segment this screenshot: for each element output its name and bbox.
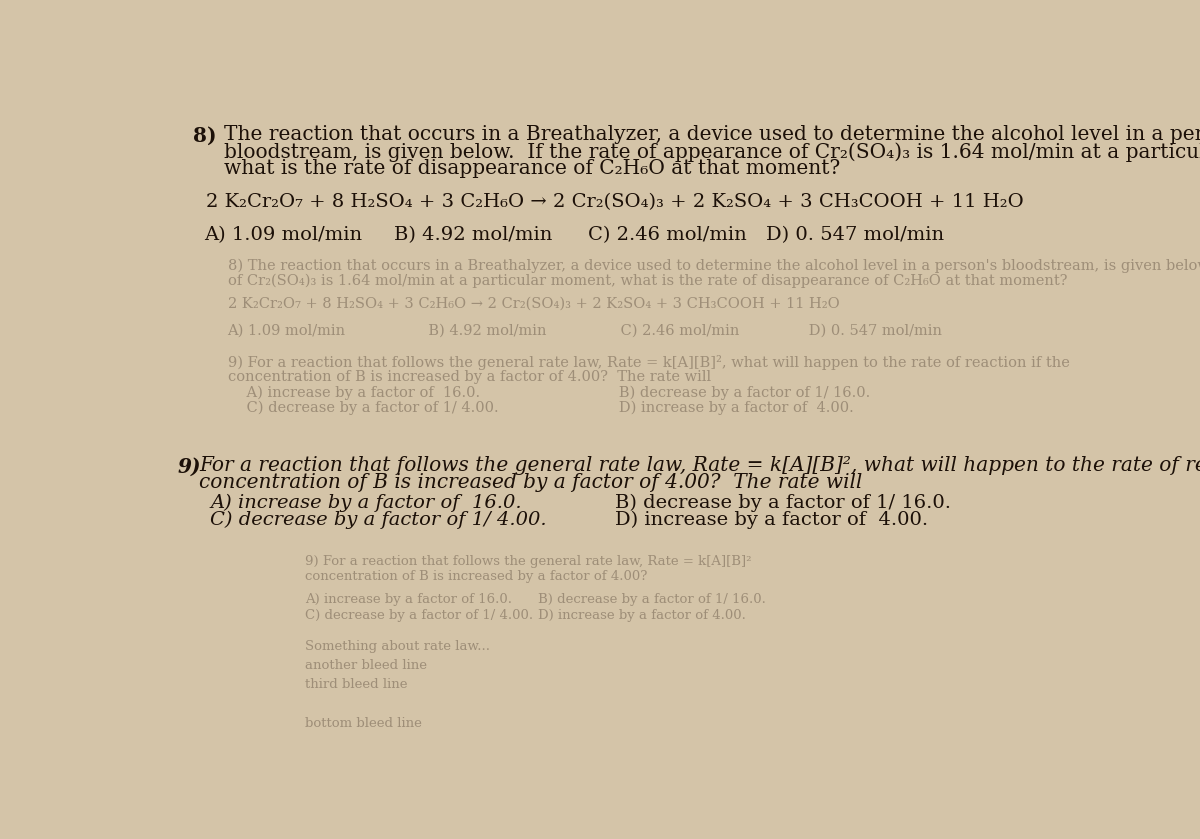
Text: of Cr₂(SO₄)₃ is 1.64 mol/min at a particular moment, what is the rate of disappe: of Cr₂(SO₄)₃ is 1.64 mol/min at a partic… xyxy=(228,274,1067,289)
Text: 8): 8) xyxy=(193,125,216,145)
Text: 9): 9) xyxy=(178,456,200,477)
Text: A) 1.09 mol/min                  B) 4.92 mol/min                C) 2.46 mol/min : A) 1.09 mol/min B) 4.92 mol/min C) 2.46 … xyxy=(228,324,942,338)
Text: A) 1.09 mol/min: A) 1.09 mol/min xyxy=(204,227,362,244)
Text: 2 K₂Cr₂O₇ + 8 H₂SO₄ + 3 C₂H₆O → 2 Cr₂(SO₄)₃ + 2 K₂SO₄ + 3 CH₃COOH + 11 H₂O: 2 K₂Cr₂O₇ + 8 H₂SO₄ + 3 C₂H₆O → 2 Cr₂(SO… xyxy=(206,193,1024,211)
Text: another bleed line: another bleed line xyxy=(305,659,427,672)
Text: D) 0. 547 mol/min: D) 0. 547 mol/min xyxy=(766,227,944,244)
Text: 9) For a reaction that follows the general rate law, Rate = k[A][B]², what will : 9) For a reaction that follows the gener… xyxy=(228,355,1069,370)
Text: For a reaction that follows the general rate law, Rate = k[A][B]², what will hap: For a reaction that follows the general … xyxy=(199,456,1200,476)
Text: what is the rate of disappearance of C₂H₆O at that moment?: what is the rate of disappearance of C₂H… xyxy=(223,159,840,178)
Text: 2 K₂Cr₂O₇ + 8 H₂SO₄ + 3 C₂H₆O → 2 Cr₂(SO₄)₃ + 2 K₂SO₄ + 3 CH₃COOH + 11 H₂O: 2 K₂Cr₂O₇ + 8 H₂SO₄ + 3 C₂H₆O → 2 Cr₂(SO… xyxy=(228,297,839,311)
Text: C) decrease by a factor of 1/ 4.00.: C) decrease by a factor of 1/ 4.00. xyxy=(305,609,533,622)
Text: 8) The reaction that occurs in a Breathalyzer, a device used to determine the al: 8) The reaction that occurs in a Breatha… xyxy=(228,258,1200,273)
Text: Something about rate law...: Something about rate law... xyxy=(305,639,490,653)
Text: A) increase by a factor of 16.0.: A) increase by a factor of 16.0. xyxy=(305,593,512,607)
Text: 9) For a reaction that follows the general rate law, Rate = k[A][B]²: 9) For a reaction that follows the gener… xyxy=(305,555,751,568)
Text: D) increase by a factor of 4.00.: D) increase by a factor of 4.00. xyxy=(538,609,745,622)
Text: concentration of B is increased by a factor of 4.00?: concentration of B is increased by a fac… xyxy=(305,571,647,583)
Text: B) 4.92 mol/min: B) 4.92 mol/min xyxy=(394,227,552,244)
Text: The reaction that occurs in a Breathalyzer, a device used to determine the alcoh: The reaction that occurs in a Breathalyz… xyxy=(223,125,1200,144)
Text: concentration of B is increased by a factor of 4.00?  The rate will: concentration of B is increased by a fac… xyxy=(199,473,862,492)
Text: bloodstream, is given below.  If the rate of appearance of Cr₂(SO₄)₃ is 1.64 mol: bloodstream, is given below. If the rate… xyxy=(223,143,1200,162)
Text: concentration of B is increased by a factor of 4.00?  The rate will: concentration of B is increased by a fac… xyxy=(228,370,710,384)
Text: B) decrease by a factor of 1/ 16.0.: B) decrease by a factor of 1/ 16.0. xyxy=(616,493,952,512)
Text: C) decrease by a factor of 1/ 4.00.                          D) increase by a fa: C) decrease by a factor of 1/ 4.00. D) i… xyxy=(228,401,853,415)
Text: A) increase by a factor of  16.0.: A) increase by a factor of 16.0. xyxy=(210,493,522,512)
Text: C) decrease by a factor of 1/ 4.00.: C) decrease by a factor of 1/ 4.00. xyxy=(210,510,547,529)
Text: A) increase by a factor of  16.0.                              B) decrease by a : A) increase by a factor of 16.0. B) decr… xyxy=(228,386,870,400)
Text: B) decrease by a factor of 1/ 16.0.: B) decrease by a factor of 1/ 16.0. xyxy=(538,593,766,607)
Text: D) increase by a factor of  4.00.: D) increase by a factor of 4.00. xyxy=(616,510,928,529)
Text: bottom bleed line: bottom bleed line xyxy=(305,717,422,730)
Text: third bleed line: third bleed line xyxy=(305,678,408,691)
Text: C) 2.46 mol/min: C) 2.46 mol/min xyxy=(588,227,746,244)
